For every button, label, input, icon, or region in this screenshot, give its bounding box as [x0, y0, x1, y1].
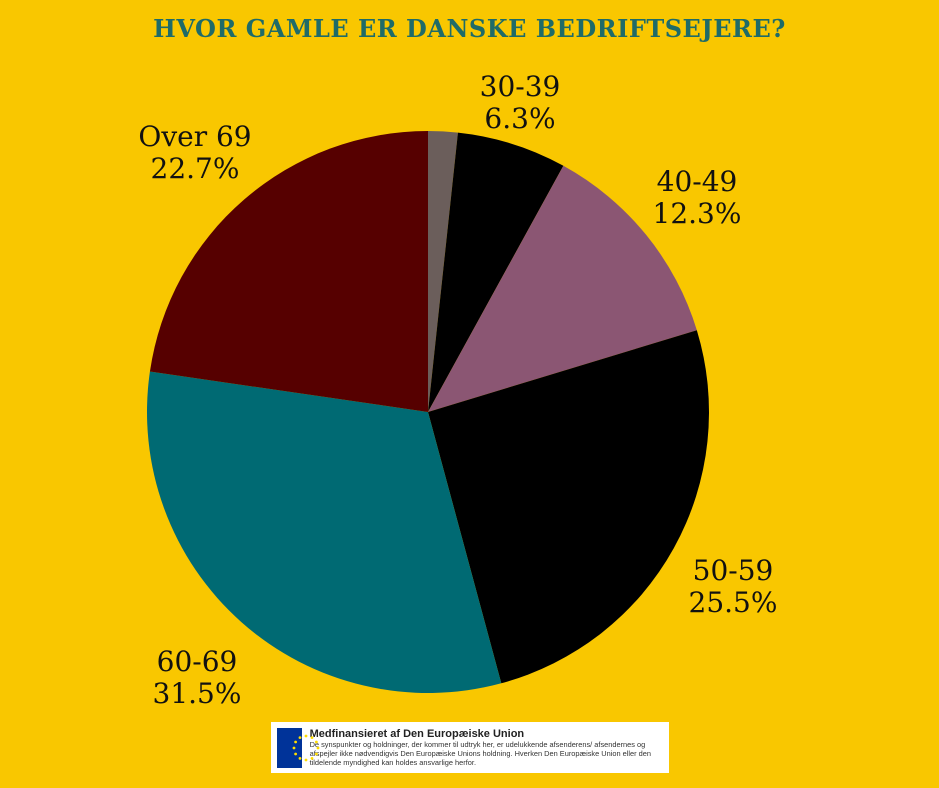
eu-star-icon — [298, 735, 302, 739]
pie-slice-60-69 — [146, 371, 502, 693]
eu-star-icon — [292, 746, 296, 749]
slice-label: 50-59 — [693, 554, 774, 587]
slice-label: 30-39 — [480, 70, 561, 103]
slice-label: 60-69 — [157, 645, 238, 678]
pie-slice-40-49 — [428, 165, 697, 412]
pie-slice-30-39 — [428, 132, 564, 412]
pie-slice-over-69 — [149, 131, 428, 412]
eu-notice-body: De synspunkter og holdninger, der kommer… — [309, 740, 651, 767]
eu-star-icon — [314, 740, 318, 743]
eu-star-icon — [314, 752, 318, 755]
eu-star-icon — [310, 735, 314, 739]
eu-star-icon — [316, 746, 320, 749]
slice-value-label: 12.3% — [653, 197, 742, 230]
eu-flag-icon — [277, 727, 320, 768]
eu-funding-notice: Medfinansieret af Den Europæiske Union D… — [271, 722, 669, 773]
slice-value-label: 22.7% — [151, 152, 240, 185]
chart-title: HVOR GAMLE ER DANSKE BEDRIFTSEJERE? — [153, 14, 786, 43]
eu-star-icon — [294, 752, 298, 755]
slice-value-label: 6.3% — [484, 102, 555, 135]
pie-slice-50-59 — [428, 330, 709, 684]
slice-label: 40-49 — [657, 165, 738, 198]
eu-notice-title: Medfinansieret af Den Europæiske Union — [309, 728, 525, 740]
eu-star-icon — [294, 740, 298, 743]
slice-value-label: 25.5% — [689, 586, 778, 619]
slice-label: Over 69 — [138, 120, 251, 153]
eu-star-icon — [298, 756, 302, 760]
pie-slice-unlabeled — [428, 131, 458, 412]
eu-star-icon — [304, 758, 308, 761]
eu-star-icon — [304, 734, 308, 737]
slice-value-label: 31.5% — [153, 677, 242, 710]
eu-star-icon — [310, 756, 314, 760]
